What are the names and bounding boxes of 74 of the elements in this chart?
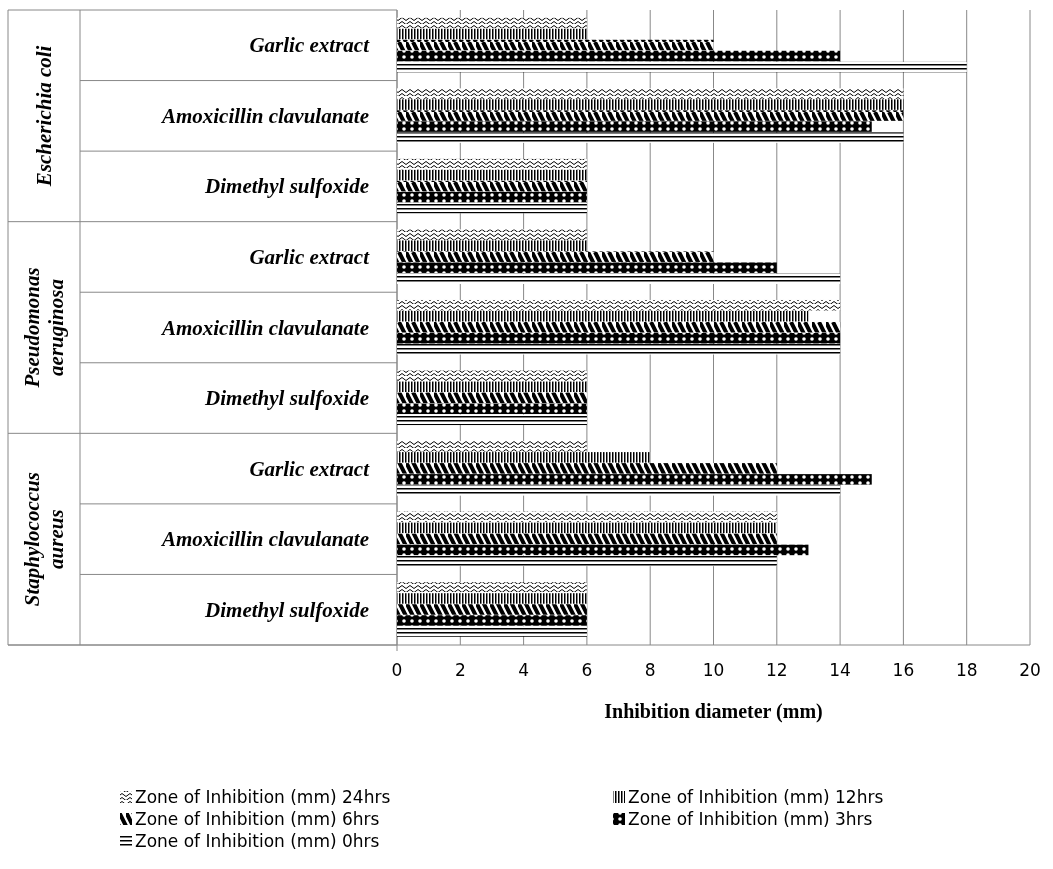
x-axis-title: Inhibition diameter (mm) [604,700,823,723]
x-tick-label: 14 [829,660,851,680]
bar [397,121,872,132]
bar [397,392,587,404]
legend-label: Zone of Inhibition (mm) 12hrs [628,787,884,807]
x-tick-label: 2 [454,660,466,680]
bar [397,463,777,474]
legend-label: Zone of Inhibition (mm) 6hrs [135,809,380,829]
y-tick-label: Dimethyl sulfoxide [204,386,369,411]
legend-label: Zone of Inhibition (mm) 3hrs [628,809,873,829]
bar [397,132,904,143]
bar [397,273,841,284]
bar [397,533,777,545]
bar [397,158,587,170]
bar [397,99,904,110]
text: Escherichia coli [32,45,56,188]
bar [397,299,841,311]
bar [397,310,809,322]
bar [397,403,587,415]
x-tick-label: 12 [765,660,788,680]
bar [397,88,904,99]
bar [397,615,587,626]
legend-label: Zone of Inhibition (mm) 24hrs [135,787,391,807]
bar [397,485,841,496]
x-tick-label: 6 [581,660,593,680]
y-tick-label: Amoxicillin clavulanate [159,103,369,128]
x-tick-label: 8 [644,660,656,680]
bar [397,202,587,214]
y-tick-label: Garlic extract [249,456,371,481]
bar [397,17,587,29]
x-tick-label: 16 [892,660,915,680]
y-tick-label: Garlic extract [249,33,371,58]
y-tick-label: Dimethyl sulfoxide [204,174,369,199]
bar [397,28,587,40]
bar [397,626,587,637]
bar [397,474,872,485]
bar [397,240,587,251]
bar [397,110,904,121]
x-tick-label: 20 [1019,660,1041,680]
y-tick-label: Garlic extract [249,244,371,269]
bar [397,229,587,240]
bar [397,452,651,463]
bar [397,61,967,73]
bar [397,180,587,192]
bar [397,582,587,593]
bar [397,522,777,534]
bar [397,544,809,556]
bar [397,169,587,181]
x-tick-label: 18 [955,660,978,680]
bar [397,262,777,273]
bar [397,381,587,393]
bar [397,39,714,51]
bar [397,441,587,452]
bar [397,511,777,523]
bar [397,344,841,355]
y-tick-label: Dimethyl sulfoxide [204,597,369,622]
y-tick-label: Amoxicillin clavulanate [159,315,369,340]
x-tick-label: 0 [391,660,403,680]
bar [397,191,587,203]
bar [397,414,587,426]
bar [397,50,841,62]
legend-label: Zone of Inhibition (mm) 0hrs [135,831,380,851]
text: Pseudomonas aeruginosa [20,267,68,389]
x-tick-label: 10 [702,660,725,680]
bar [397,370,587,382]
bar [397,555,777,567]
bar [397,333,841,344]
y-tick-label: Amoxicillin clavulanate [159,527,369,552]
bar [397,604,587,615]
x-tick-label: 4 [518,660,530,680]
bar [397,593,587,604]
text: Staphylococcus aureus [20,472,68,607]
bar [397,322,841,333]
bar [397,251,714,262]
